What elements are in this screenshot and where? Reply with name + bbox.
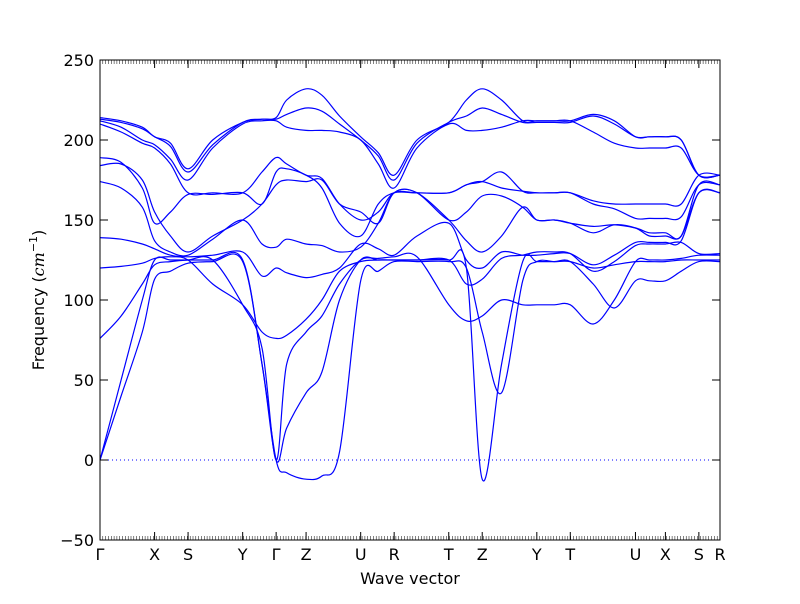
y-tick-label: −50 (60, 531, 94, 550)
y-tick-label: 100 (63, 291, 94, 310)
y-axis-label-exponent: −1 (27, 236, 40, 252)
x-tick-label: Y (531, 545, 542, 564)
x-tick-label: X (660, 545, 671, 564)
band-9 (99, 123, 721, 221)
x-tick-label: Γ (96, 545, 105, 564)
y-tick-label: 150 (63, 211, 94, 230)
band-11 (99, 107, 721, 181)
x-tick-label: S (694, 545, 704, 564)
x-tick-label: R (389, 545, 400, 564)
x-tick-label: T (443, 545, 454, 564)
y-ticks: −50 0 50 100 150 200 250 (60, 51, 720, 550)
x-tick-label: R (714, 545, 725, 564)
bands-layer (99, 88, 721, 482)
y-tick-label: 250 (63, 51, 94, 70)
band-7 (99, 162, 721, 253)
y-axis-label: Frequency (cm−1) (27, 230, 48, 371)
y-tick-label: 50 (74, 371, 94, 390)
y-axis-label-unit: cm (29, 252, 48, 276)
x-tick-label: S (183, 545, 193, 564)
band-10 (99, 119, 721, 189)
plot-frame (99, 59, 721, 541)
band-12 (99, 88, 721, 179)
x-axis-label: Wave vector (360, 569, 460, 588)
x-tick-label: Y (237, 545, 248, 564)
x-tick-label: X (149, 545, 160, 564)
x-tick-label: T (564, 545, 575, 564)
x-tick-label: U (355, 545, 367, 564)
y-tick-label: 200 (63, 131, 94, 150)
x-tick-label: Z (477, 545, 488, 564)
y-axis-label-close: ) (29, 230, 48, 236)
x-tick-label: Γ (272, 545, 281, 564)
band-5 (99, 188, 721, 279)
y-axis-label-text: Frequency ( (29, 276, 48, 370)
y-tick-label: 0 (84, 451, 94, 470)
x-tick-label: Z (301, 545, 312, 564)
x-tick-label: U (630, 545, 642, 564)
band-1 (99, 253, 721, 481)
band-4 (99, 241, 721, 340)
